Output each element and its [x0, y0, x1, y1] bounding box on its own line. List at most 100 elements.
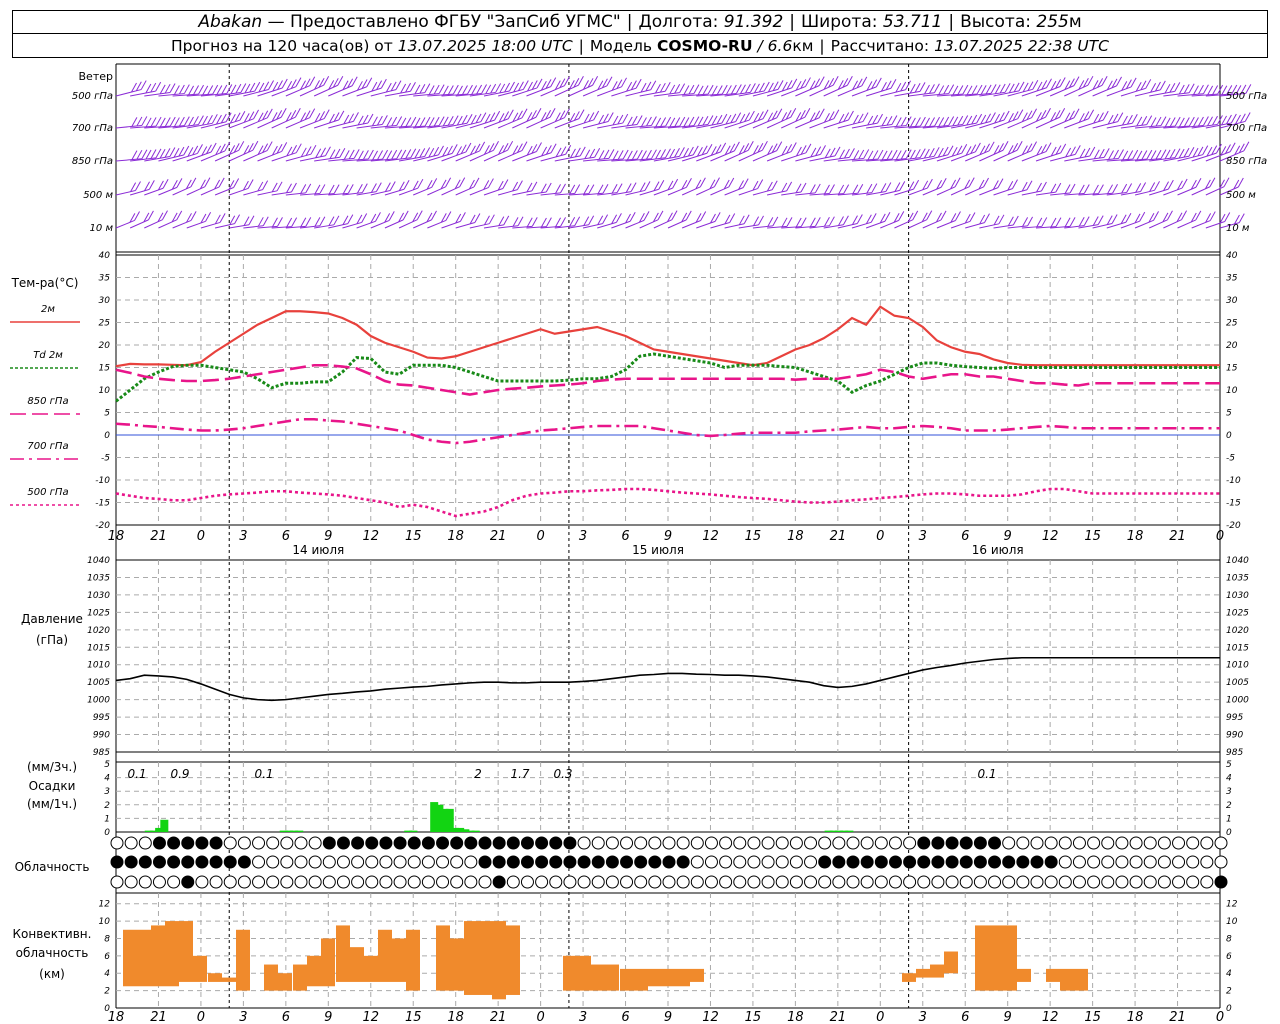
cloud-cover-symbol — [365, 855, 379, 869]
wind-barb-feather — [162, 178, 169, 189]
wind-barb-feather — [617, 150, 624, 160]
wind-barb-feather — [564, 76, 570, 86]
wind-barb-feather — [310, 144, 317, 155]
wind-barb-feather — [145, 117, 152, 128]
cloud-cover-symbol — [464, 875, 478, 889]
wind-barb-feather — [638, 213, 645, 223]
wind-barb-feather — [998, 214, 1005, 225]
cloud-cover-symbol — [1030, 836, 1044, 850]
wind-barb-shaft — [781, 191, 802, 196]
wind-barb-feather — [630, 182, 637, 192]
wind-barb-feather — [716, 114, 723, 125]
wind-barb-shaft — [455, 221, 476, 229]
wind-barb-feather — [518, 81, 524, 91]
wind-barb-feather — [471, 85, 478, 95]
wind-barb-feather — [381, 115, 388, 125]
wind-barb-feather — [424, 147, 431, 157]
wind-barb-feather — [767, 145, 774, 155]
wind-barb-feather — [940, 178, 947, 188]
wind-barb-feather — [342, 184, 349, 194]
press-ytick-right: 990 — [1226, 731, 1243, 741]
wind-barb-feather — [305, 183, 312, 194]
wind-barb-feather — [1041, 80, 1048, 90]
wind-barb-feather — [715, 144, 722, 154]
wind-barb-shaft — [1064, 84, 1089, 97]
wind-barb-feather — [757, 143, 764, 153]
hour-label-bottom: 0 — [1216, 1010, 1224, 1024]
wind-barb-feather — [710, 146, 717, 156]
wind-barb-feather — [320, 147, 327, 158]
convective-bar — [350, 947, 364, 982]
wind-barb-feather — [993, 145, 1000, 155]
cloud-cover-symbol — [1058, 875, 1072, 889]
wind-barb-feather — [749, 83, 756, 93]
wind-barb-feather — [948, 116, 955, 126]
wind-barb-shaft — [667, 125, 694, 129]
wind-barb-shaft — [922, 186, 942, 196]
precip-bar — [155, 827, 164, 832]
wind-barb-shaft — [172, 219, 192, 229]
hour-label-mid: 21 — [1169, 529, 1186, 544]
wind-barb-shaft — [993, 90, 1020, 97]
wind-barb-feather — [569, 184, 576, 195]
wind-barb-feather — [611, 183, 618, 194]
wind-barb-feather — [1140, 80, 1147, 91]
hour-label-bottom: 21 — [1169, 1010, 1186, 1024]
wind-barb-feather — [243, 216, 250, 226]
wind-barb-shaft — [809, 84, 834, 97]
cloud-cover-symbol — [506, 836, 520, 850]
wind-barb-feather — [503, 215, 510, 226]
cloud-cover-symbol — [252, 875, 266, 889]
wind-barb-feather — [669, 84, 676, 95]
wind-barb-feather — [1183, 147, 1190, 158]
wind-barb-feather — [1160, 149, 1167, 159]
wind-barb-feather — [1207, 116, 1213, 127]
wind-barb-feather — [1092, 80, 1099, 90]
cloud-cover-symbol — [761, 836, 775, 850]
wind-barb-feather — [361, 213, 368, 223]
wind-barb-feather — [985, 84, 992, 95]
wind-barb-feather — [332, 78, 339, 88]
wind-barb-feather — [738, 215, 745, 226]
wind-barb-shaft — [328, 157, 355, 162]
hour-label-mid: 3 — [919, 529, 927, 544]
wind-barb-feather — [1036, 145, 1043, 156]
wind-barb-feather — [1055, 182, 1062, 193]
wind-barb-feather — [710, 213, 716, 224]
wind-barb-shaft — [384, 90, 411, 97]
wind-barb-shaft — [540, 225, 561, 229]
cloud-cover-symbol — [1157, 836, 1171, 850]
wind-barb-feather — [1064, 112, 1071, 122]
wind-barb-feather — [1012, 179, 1018, 189]
wind-barb-shaft — [951, 93, 978, 97]
cloud-cover-symbol — [931, 855, 945, 869]
wind-barb-feather — [440, 213, 447, 223]
precip-label: 2 — [474, 767, 482, 781]
wind-barb-feather — [304, 78, 311, 88]
wind-barb-feather — [597, 80, 604, 90]
wind-barb-feather — [1146, 115, 1153, 125]
wind-barb-feather — [380, 78, 387, 89]
pressure-line — [115, 656, 1220, 702]
wind-barb-shaft — [314, 193, 335, 196]
wind-barb-feather — [319, 184, 326, 194]
wind-barb-feather — [824, 184, 830, 195]
wind-barb-feather — [442, 116, 449, 127]
precip-label: 0.9 — [170, 767, 189, 781]
wind-barb-feather — [979, 145, 986, 155]
wind-barb-feather — [828, 216, 835, 226]
hour-label-bottom: 3 — [239, 1010, 247, 1024]
temp-legend-label: 2м — [41, 304, 55, 315]
precip-ytick-right: 2 — [1226, 801, 1232, 811]
wind-barb-feather — [218, 177, 225, 188]
wind-barb-feather — [692, 145, 699, 156]
cloud-cover-symbol — [563, 855, 577, 869]
wind-barb-feather — [1050, 146, 1057, 157]
wind-barb-feather — [129, 213, 136, 223]
cloud-cover-symbol — [1101, 875, 1115, 889]
wind-barb-feather — [895, 150, 902, 160]
wind-barb-feather — [574, 216, 581, 226]
wind-barb-shaft — [851, 221, 872, 229]
wind-barb-shaft — [328, 223, 348, 229]
cloud-cover-symbol — [266, 875, 280, 889]
